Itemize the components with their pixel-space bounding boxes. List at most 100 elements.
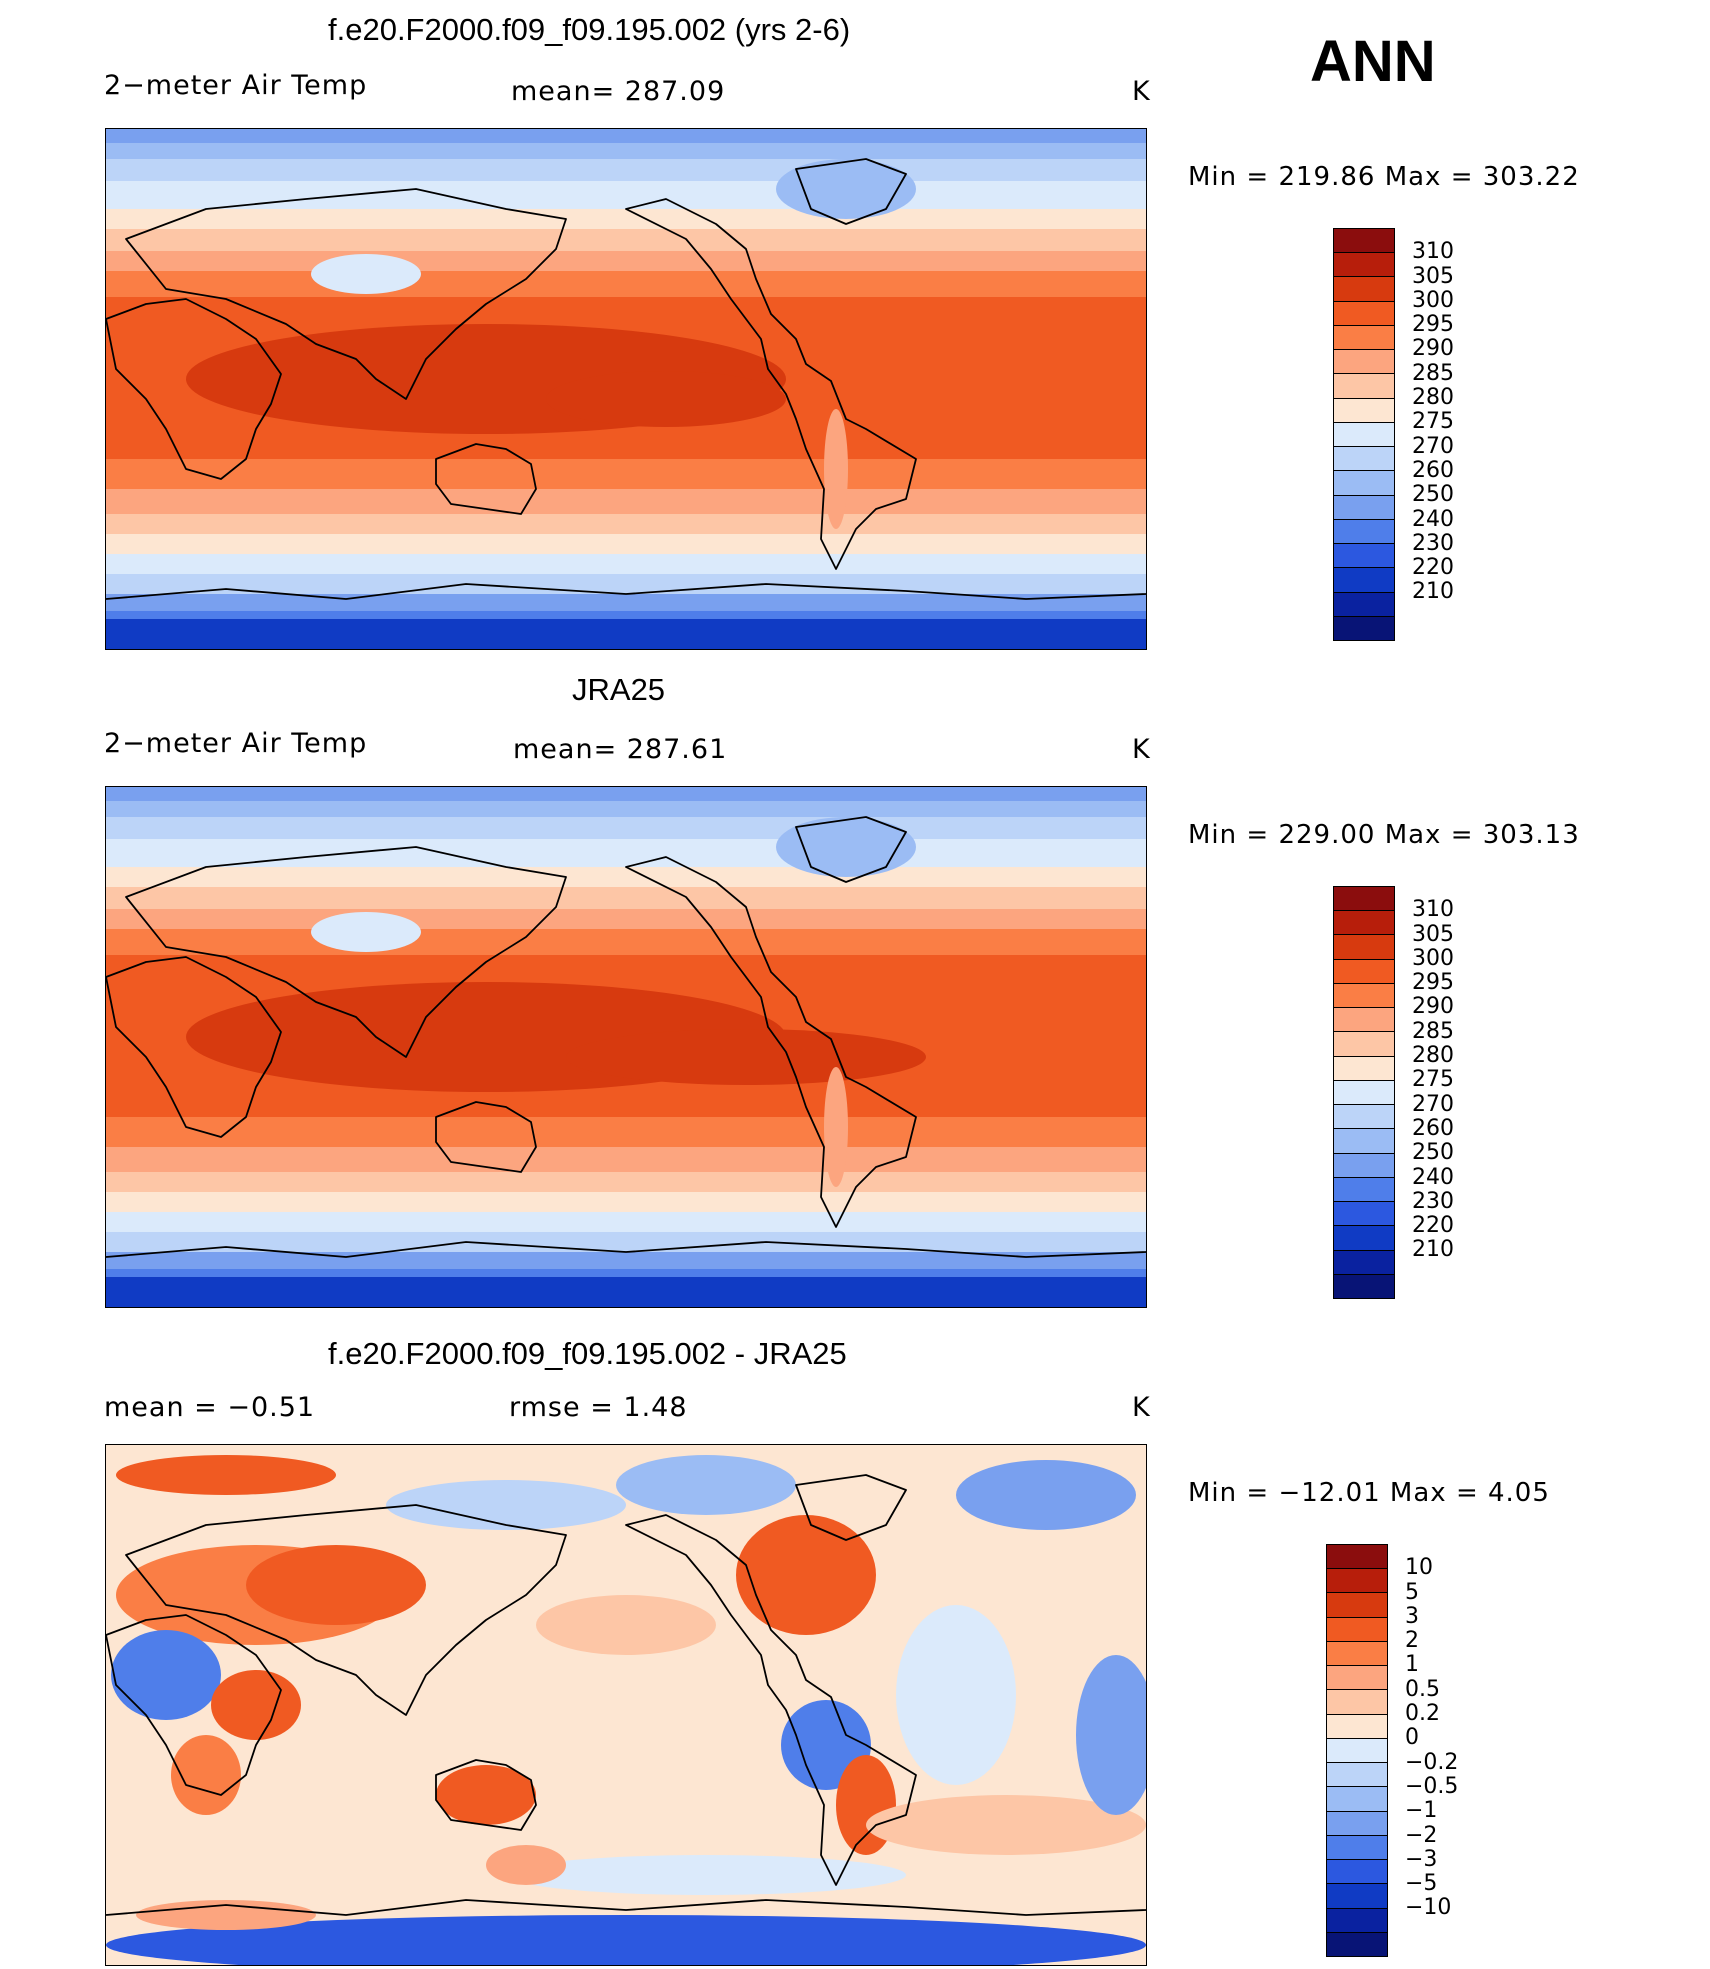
colorbar-swatch: [1334, 519, 1394, 545]
colorbar-swatch: [1334, 616, 1394, 640]
colorbar-swatch: [1334, 544, 1394, 569]
cold-greenland: [776, 159, 916, 219]
cold-greenland: [776, 817, 916, 877]
colorbar-tick-label: −10: [1405, 1895, 1452, 1921]
colorbar-swatch: [1334, 568, 1394, 593]
colorbar-swatch: [1334, 1250, 1394, 1275]
temp-band: [106, 929, 1146, 955]
diff-anomaly: [616, 1455, 796, 1515]
temp-band: [106, 1192, 1146, 1212]
colorbar-tick-label: 260: [1412, 1115, 1454, 1141]
panel-3-rmse: rmse = 1.48: [509, 1392, 688, 1423]
diff-anomaly: [116, 1455, 336, 1495]
temp-band: [106, 181, 1146, 209]
colorbar-swatch: [1334, 959, 1394, 984]
temp-band: [106, 554, 1146, 574]
panel-2-mean: mean= 287.61: [513, 734, 728, 765]
colorbar-swatch: [1327, 1932, 1387, 1956]
temp-band: [106, 1232, 1146, 1252]
colorbar-swatch: [1327, 1714, 1387, 1739]
panel-2-colorbar: [1333, 886, 1395, 1299]
colorbar-tick-label: 210: [1412, 579, 1454, 605]
coastline: [795, 158, 907, 225]
coastline: [106, 1614, 282, 1796]
panel-1-map-field: [106, 129, 1146, 649]
coastline: [106, 583, 1146, 600]
colorbar-swatch: [1334, 983, 1394, 1009]
coastline: [106, 1241, 1146, 1258]
colorbar-swatch: [1327, 1641, 1387, 1667]
coastline: [435, 1101, 537, 1173]
colorbar-swatch: [1334, 592, 1394, 617]
colorbar-tick-label: 290: [1412, 994, 1454, 1020]
diff-anomaly: [111, 1630, 221, 1720]
diff-anomaly: [171, 1735, 241, 1815]
colorbar-swatch: [1327, 1860, 1387, 1885]
panel-2-units: K: [1132, 734, 1151, 765]
colorbar-tick-label: 305: [1412, 263, 1454, 289]
colorbar-swatch: [1334, 935, 1394, 960]
diff-anomaly: [436, 1765, 536, 1825]
temp-band: [106, 514, 1146, 534]
colorbar-swatch: [1334, 422, 1394, 448]
panel-3-units: K: [1132, 1392, 1151, 1423]
colorbar-tick-label: 210: [1412, 1237, 1454, 1263]
colorbar-tick-label: 300: [1412, 945, 1454, 971]
temp-band: [106, 1172, 1146, 1192]
colorbar-tick-label: 220: [1412, 1213, 1454, 1239]
panel-1-colorbar-labels: 310 305 300 295 290 285 280 275 270 260 250 240 230 2…: [1412, 228, 1532, 641]
diff-anomaly: [246, 1545, 426, 1625]
colorbar-tick-label: 300: [1412, 287, 1454, 313]
colorbar-tick-label: 270: [1412, 433, 1454, 459]
warm-pool: [566, 1029, 926, 1085]
panel-1-mean: mean= 287.09: [511, 76, 726, 107]
colorbar-tick-label: 220: [1412, 555, 1454, 581]
colorbar-swatch: [1334, 277, 1394, 302]
colorbar-swatch: [1327, 1690, 1387, 1715]
colorbar-tick-label: 285: [1412, 360, 1454, 386]
colorbar-tick-label: 295: [1412, 970, 1454, 996]
colorbar-tick-label: 230: [1412, 530, 1454, 556]
coastline: [125, 1504, 567, 1716]
panel-2-title: JRA25: [572, 672, 666, 707]
coastline: [795, 1474, 907, 1541]
temp-band: [106, 1212, 1146, 1232]
colorbar-swatch: [1334, 1153, 1394, 1178]
colorbar-tick-label: 240: [1412, 506, 1454, 532]
colorbar-tick-label: 240: [1412, 1164, 1454, 1190]
colorbar-tick-label: −0.2: [1405, 1749, 1459, 1775]
coastline: [435, 443, 537, 515]
colorbar-swatch: [1334, 1202, 1394, 1227]
antarctic-cold: [106, 619, 1146, 649]
antarctic-cold: [106, 1277, 1146, 1307]
temp-band: [106, 459, 1146, 489]
colorbar-swatch: [1327, 1787, 1387, 1812]
temp-band: [106, 887, 1146, 909]
coastline: [625, 856, 917, 1228]
colorbar-tick-label: 295: [1412, 312, 1454, 338]
colorbar-swatch: [1334, 398, 1394, 423]
colorbar-swatch: [1327, 1763, 1387, 1788]
panel-3-colorbar-labels: 10 5 3 2 1 0.5 0.2 0 −0.2 −0.5 −1 −2 −3 −5 −10: [1405, 1544, 1525, 1957]
colorbar-tick-label: 10: [1405, 1555, 1433, 1581]
temp-band: [106, 489, 1146, 514]
temp-band: [106, 143, 1146, 159]
temp-band: [106, 867, 1146, 887]
colorbar-swatch: [1334, 911, 1394, 936]
temp-band: [106, 159, 1146, 181]
colorbar-swatch: [1327, 1738, 1387, 1764]
temp-band: [106, 839, 1146, 867]
temp-band: [106, 271, 1146, 297]
colorbar-tick-label: 250: [1412, 482, 1454, 508]
colorbar-tick-label: 0.5: [1405, 1676, 1440, 1702]
panel-2-colorbar-labels: 310 305 300 295 290 285 280 275 270 260 250 240 230 2…: [1412, 886, 1532, 1299]
colorbar-swatch: [1334, 471, 1394, 496]
colorbar-tick-label: 310: [1412, 239, 1454, 265]
temp-band: [106, 817, 1146, 839]
colorbar-swatch: [1327, 1811, 1387, 1836]
colorbar-swatch: [1327, 1666, 1387, 1691]
panel-2-map: [105, 786, 1147, 1308]
diff-anomaly: [956, 1460, 1136, 1530]
diff-anomaly: [386, 1480, 626, 1530]
coastline: [625, 198, 917, 570]
